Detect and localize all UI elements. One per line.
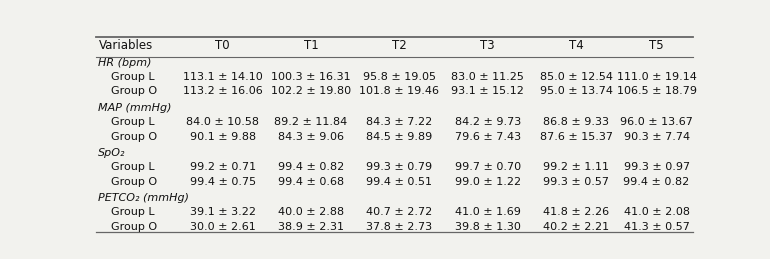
Text: T0: T0 [216,39,230,52]
Text: 79.6 ± 7.43: 79.6 ± 7.43 [454,132,521,142]
Text: 83.0 ± 11.25: 83.0 ± 11.25 [451,72,524,82]
Text: HR (bpm): HR (bpm) [98,58,152,68]
Text: 85.0 ± 12.54: 85.0 ± 12.54 [540,72,613,82]
Text: PETCO₂ (mmHg): PETCO₂ (mmHg) [98,193,189,203]
Text: 99.4 ± 0.68: 99.4 ± 0.68 [278,177,344,187]
Text: 106.5 ± 18.79: 106.5 ± 18.79 [617,87,697,97]
Text: 99.2 ± 1.11: 99.2 ± 1.11 [543,162,609,172]
Text: 99.0 ± 1.22: 99.0 ± 1.22 [454,177,521,187]
Text: 102.2 ± 19.80: 102.2 ± 19.80 [271,87,351,97]
Text: 100.3 ± 16.31: 100.3 ± 16.31 [271,72,351,82]
Text: 40.2 ± 2.21: 40.2 ± 2.21 [543,222,609,232]
Text: 86.8 ± 9.33: 86.8 ± 9.33 [543,117,609,127]
Text: Group O: Group O [111,87,157,97]
Text: 99.2 ± 0.71: 99.2 ± 0.71 [189,162,256,172]
Text: 39.8 ± 1.30: 39.8 ± 1.30 [455,222,521,232]
Text: 95.0 ± 13.74: 95.0 ± 13.74 [540,87,613,97]
Text: 99.3 ± 0.79: 99.3 ± 0.79 [367,162,433,172]
Text: T1: T1 [303,39,319,52]
Text: 40.0 ± 2.88: 40.0 ± 2.88 [278,207,344,217]
Text: 99.4 ± 0.75: 99.4 ± 0.75 [189,177,256,187]
Text: 41.0 ± 1.69: 41.0 ± 1.69 [455,207,521,217]
Text: 84.0 ± 10.58: 84.0 ± 10.58 [186,117,259,127]
Text: 30.0 ± 2.61: 30.0 ± 2.61 [190,222,256,232]
Text: 40.7 ± 2.72: 40.7 ± 2.72 [367,207,433,217]
Text: SpO₂: SpO₂ [98,148,126,158]
Text: 41.0 ± 2.08: 41.0 ± 2.08 [624,207,690,217]
Text: 111.0 ± 19.14: 111.0 ± 19.14 [617,72,697,82]
Text: Group L: Group L [111,117,155,127]
Text: 93.1 ± 15.12: 93.1 ± 15.12 [451,87,524,97]
Text: 101.8 ± 19.46: 101.8 ± 19.46 [360,87,440,97]
Text: 96.0 ± 13.67: 96.0 ± 13.67 [620,117,693,127]
Text: Group L: Group L [111,72,155,82]
Text: T4: T4 [569,39,584,52]
Text: 113.1 ± 14.10: 113.1 ± 14.10 [183,72,263,82]
Text: 95.8 ± 19.05: 95.8 ± 19.05 [363,72,436,82]
Text: Variables: Variables [99,39,153,52]
Text: 99.3 ± 0.97: 99.3 ± 0.97 [624,162,690,172]
Text: 41.8 ± 2.26: 41.8 ± 2.26 [543,207,609,217]
Text: 84.2 ± 9.73: 84.2 ± 9.73 [454,117,521,127]
Text: 38.9 ± 2.31: 38.9 ± 2.31 [278,222,344,232]
Text: 84.5 ± 9.89: 84.5 ± 9.89 [367,132,433,142]
Text: Group O: Group O [111,222,157,232]
Text: 89.2 ± 11.84: 89.2 ± 11.84 [274,117,348,127]
Text: MAP (mmHg): MAP (mmHg) [98,103,172,113]
Text: Group O: Group O [111,132,157,142]
Text: T3: T3 [480,39,495,52]
Text: 99.3 ± 0.57: 99.3 ± 0.57 [543,177,609,187]
Text: 84.3 ± 9.06: 84.3 ± 9.06 [278,132,344,142]
Text: T5: T5 [649,39,664,52]
Text: 84.3 ± 7.22: 84.3 ± 7.22 [367,117,433,127]
Text: 99.4 ± 0.82: 99.4 ± 0.82 [278,162,344,172]
Text: Group L: Group L [111,207,155,217]
Text: Group O: Group O [111,177,157,187]
Text: 90.1 ± 9.88: 90.1 ± 9.88 [189,132,256,142]
Text: 90.3 ± 7.74: 90.3 ± 7.74 [624,132,690,142]
Text: 99.7 ± 0.70: 99.7 ± 0.70 [454,162,521,172]
Text: 99.4 ± 0.82: 99.4 ± 0.82 [624,177,690,187]
Text: 113.2 ± 16.06: 113.2 ± 16.06 [183,87,263,97]
Text: 99.4 ± 0.51: 99.4 ± 0.51 [367,177,433,187]
Text: 87.6 ± 15.37: 87.6 ± 15.37 [540,132,613,142]
Text: T2: T2 [392,39,407,52]
Text: Group L: Group L [111,162,155,172]
Text: 37.8 ± 2.73: 37.8 ± 2.73 [367,222,433,232]
Text: 41.3 ± 0.57: 41.3 ± 0.57 [624,222,690,232]
Text: 39.1 ± 3.22: 39.1 ± 3.22 [189,207,256,217]
